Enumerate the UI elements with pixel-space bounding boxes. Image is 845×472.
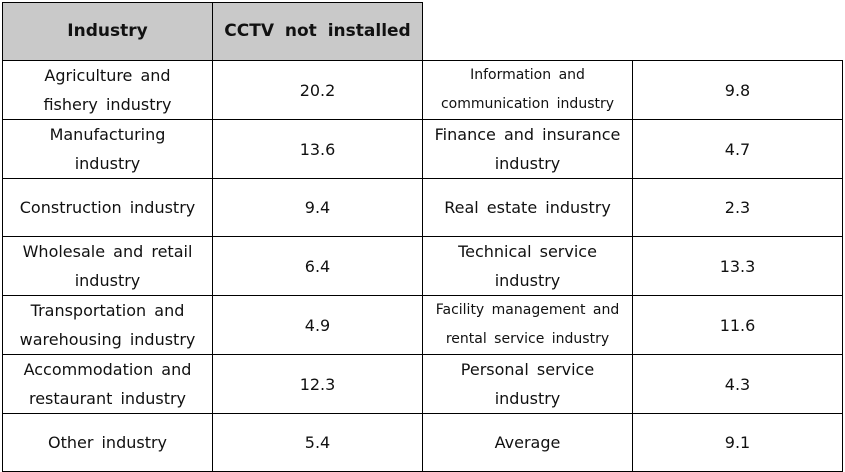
industry-name-line: fishery industry: [43, 95, 172, 114]
left-industry-cell: Agriculture and fishery industry: [2, 60, 213, 120]
left-value-cell: 20.2: [212, 60, 423, 120]
left-value-cell: 5.4: [212, 413, 423, 472]
industry-name-line: Agriculture and: [44, 66, 171, 85]
industry-name-line: industry: [494, 389, 561, 408]
industry-name-line: Manufacturing: [49, 125, 166, 144]
industry-name-line: Average: [494, 433, 561, 452]
left-industry-cell: Wholesale and retail industry: [2, 236, 213, 296]
left-value-cell: 9.4: [212, 178, 423, 237]
right-industry-cell: Average: [422, 413, 633, 472]
right-value-cell: 9.8: [632, 60, 843, 120]
left-industry-cell: Manufacturing industry: [2, 119, 213, 179]
industry-name-line: Real estate industry: [444, 198, 611, 217]
right-value-cell: 4.7: [632, 119, 843, 179]
right-industry-cell: Real estate industry: [422, 178, 633, 237]
right-industry-cell: Information and communication industry: [422, 60, 633, 120]
left-value-cell: 13.6: [212, 119, 423, 179]
right-value-cell: 13.3: [632, 236, 843, 296]
industry-name-line: industry: [74, 271, 141, 290]
right-industry-cell: Personal service industry: [422, 354, 633, 414]
industry-name-line: Accommodation and: [23, 360, 192, 379]
industry-name-line: Other industry: [47, 433, 168, 452]
table-row: Manufacturing industry 13.6 Finance and i…: [2, 119, 843, 179]
right-industry-cell: Technical service industry: [422, 236, 633, 296]
industry-name-line: Transportation and: [30, 301, 185, 320]
left-value-cell: 12.3: [212, 354, 423, 414]
industry-name-line: Personal service: [460, 360, 595, 379]
header-blank-area: [422, 2, 843, 61]
left-industry-cell: Accommodation and restaurant industry: [2, 354, 213, 414]
table-header-row: Industry CCTV not installed: [2, 2, 843, 61]
right-industry-cell: Facility management and rental service in…: [422, 295, 633, 355]
table-row: Transportation and warehousing industry 4…: [2, 295, 843, 355]
right-value-cell: 11.6: [632, 295, 843, 355]
table-row: Agriculture and fishery industry 20.2 Inf…: [2, 60, 843, 120]
industry-name-line: Wholesale and retail: [22, 242, 193, 261]
left-value-cell: 4.9: [212, 295, 423, 355]
industry-name-line: Construction industry: [19, 198, 196, 217]
industry-name-line: communication industry: [440, 96, 615, 112]
table-row: Wholesale and retail industry 6.4 Technic…: [2, 236, 843, 296]
industry-name-line: Information and: [470, 67, 585, 83]
left-industry-cell: Other industry: [2, 413, 213, 472]
table-row: Other industry 5.4 Average 9.1: [2, 413, 843, 472]
industry-name-line: Finance and insurance: [434, 125, 621, 144]
right-value-cell: 9.1: [632, 413, 843, 472]
left-value-cell: 6.4: [212, 236, 423, 296]
right-value-cell: 4.3: [632, 354, 843, 414]
industry-name-line: Technical service: [458, 242, 597, 261]
table-row: Construction industry 9.4 Real estate in…: [2, 178, 843, 237]
left-industry-cell: Construction industry: [2, 178, 213, 237]
right-industry-cell: Finance and insurance industry: [422, 119, 633, 179]
industry-name-line: industry: [494, 154, 561, 173]
industry-name-line: rental service industry: [445, 331, 610, 347]
table-row: Accommodation and restaurant industry 12.…: [2, 354, 843, 414]
header-industry: Industry: [2, 2, 213, 61]
right-value-cell: 2.3: [632, 178, 843, 237]
header-cctv-not-installed: CCTV not installed: [212, 2, 423, 61]
industry-name-line: industry: [494, 271, 561, 290]
industry-name-line: warehousing industry: [19, 330, 196, 349]
left-industry-cell: Transportation and warehousing industry: [2, 295, 213, 355]
industry-name-line: restaurant industry: [28, 389, 187, 408]
industry-name-line: industry: [74, 154, 141, 173]
industry-name-line: Facility management and: [435, 302, 620, 318]
